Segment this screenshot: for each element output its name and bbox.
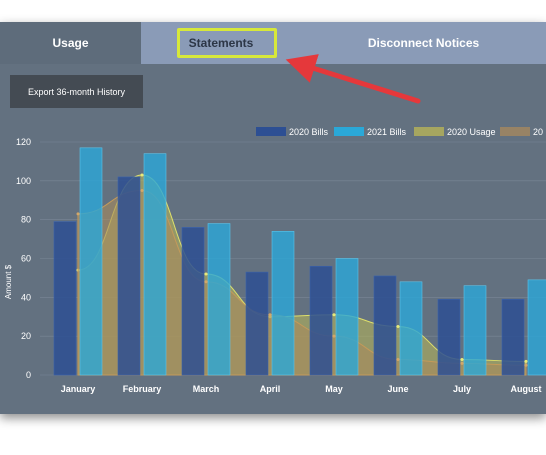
bar-2021-bills[interactable] [207, 223, 231, 376]
x-tick-label: February [123, 384, 162, 394]
bar-2020-bills[interactable] [181, 227, 205, 376]
tab-bar: Usage Statements Disconnect Notices [0, 22, 546, 64]
usage-point [204, 272, 208, 276]
y-tick-label: 40 [21, 292, 31, 302]
y-tick-label: 100 [16, 176, 31, 186]
statement-panel: Usage Statements Disconnect Notices Expo… [0, 22, 546, 414]
y-axis-label: Amount $ [4, 264, 13, 299]
usage-point [140, 173, 144, 177]
x-tick-label: June [387, 384, 408, 394]
usage-point [204, 280, 208, 284]
usage-point [460, 357, 464, 361]
usage-point [140, 189, 144, 193]
bar-2021-bills[interactable] [79, 147, 103, 376]
usage-point [76, 212, 80, 216]
y-tick-label: 80 [21, 215, 31, 225]
bar-2020-bills[interactable] [373, 275, 397, 376]
legend-label[interactable]: 2020 Bills [289, 127, 329, 137]
x-tick-label: August [511, 384, 542, 394]
usage-point [524, 363, 528, 367]
bar-2020-bills[interactable] [437, 298, 461, 376]
usage-chart: 0 20 40 60 80 100 120 January February March April… [4, 127, 546, 394]
legend-label[interactable]: 2020 Usage [447, 127, 496, 137]
x-tick-label: January [61, 384, 96, 394]
y-tick-label: 20 [21, 331, 31, 341]
bar-2021-bills[interactable] [527, 279, 546, 376]
bar-2021-bills[interactable] [399, 281, 423, 376]
usage-point [460, 361, 464, 365]
x-tick-label: May [325, 384, 343, 394]
bar-2021-bills[interactable] [335, 258, 359, 376]
legend-swatch[interactable] [414, 127, 444, 136]
legend-label[interactable]: 2021 Bills [367, 127, 407, 137]
y-tick-label: 0 [26, 370, 31, 380]
legend-swatch[interactable] [256, 127, 286, 136]
usage-point [268, 313, 272, 317]
y-tick-label: 120 [16, 137, 31, 147]
usage-point [524, 359, 528, 363]
x-tick-label: April [260, 384, 281, 394]
x-tick-label: March [193, 384, 220, 394]
usage-point [332, 334, 336, 338]
legend-label[interactable]: 20 [533, 127, 543, 137]
y-tick-label: 60 [21, 254, 31, 264]
bar-2021-bills[interactable] [463, 285, 487, 376]
bar-2021-bills[interactable] [271, 231, 295, 376]
bar-2020-bills[interactable] [245, 271, 269, 376]
tab-usage[interactable]: Usage [0, 22, 141, 64]
usage-point [396, 324, 400, 328]
tab-disconnect-notices[interactable]: Disconnect Notices [301, 22, 546, 64]
x-tick-label: July [453, 384, 471, 394]
legend-swatch[interactable] [500, 127, 530, 136]
usage-point [332, 313, 336, 317]
bar-2020-bills[interactable] [309, 265, 333, 376]
export-history-button[interactable]: Export 36-month History [10, 75, 143, 108]
bar-2020-bills[interactable] [117, 176, 141, 376]
bar-2020-bills[interactable] [501, 298, 525, 376]
usage-point [396, 357, 400, 361]
legend-swatch[interactable] [334, 127, 364, 136]
bar-2021-bills[interactable] [143, 153, 167, 376]
bar-2020-bills[interactable] [53, 221, 77, 376]
